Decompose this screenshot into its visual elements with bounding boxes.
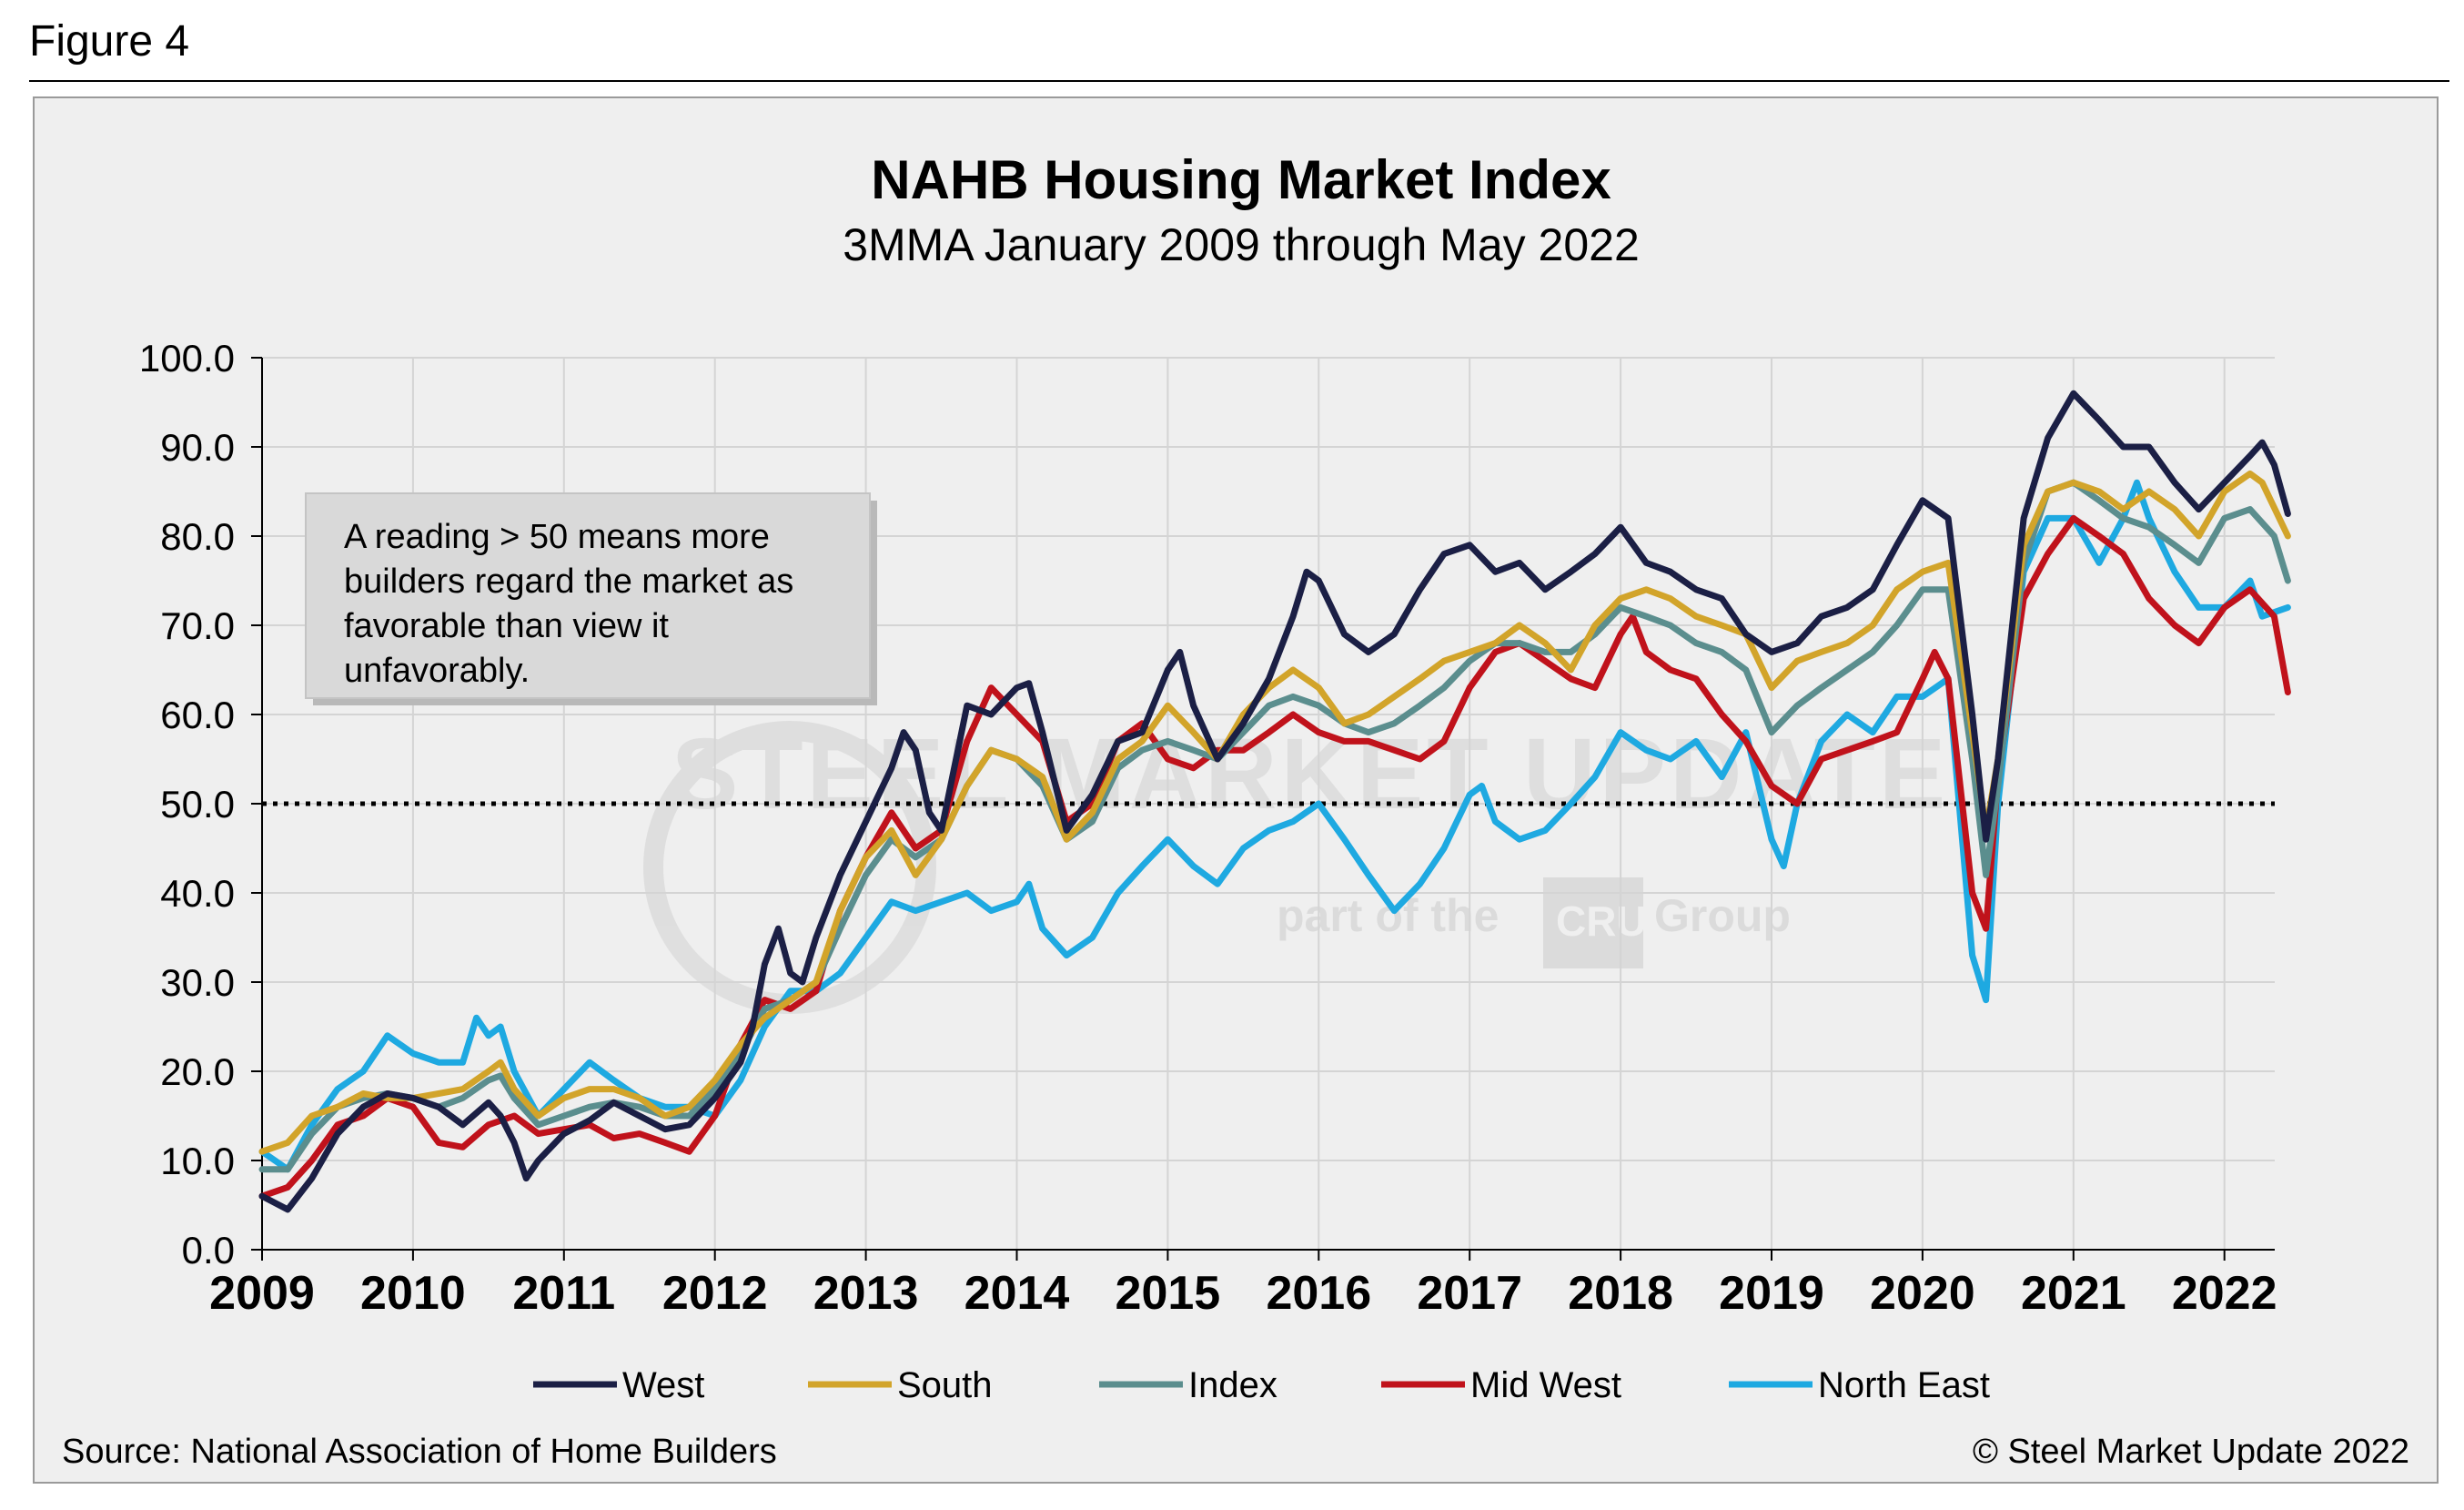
x-tick-label: 2012 xyxy=(662,1267,768,1320)
chart-panel: STEEL MARKET UPDATE part of the CRU Grou… xyxy=(33,96,2439,1484)
legend-label-west: West xyxy=(622,1365,704,1405)
x-tick-label: 2015 xyxy=(1116,1267,1221,1320)
x-tick-label: 2011 xyxy=(512,1267,615,1320)
chart-title: NAHB Housing Market Index xyxy=(871,149,1611,210)
x-tick-label: 2020 xyxy=(1870,1267,1975,1320)
x-tick-label: 2009 xyxy=(209,1267,315,1320)
annotation-line-1: A reading > 50 means more xyxy=(344,518,770,556)
x-tick-label: 2016 xyxy=(1266,1267,1371,1320)
legend-label-mid-west: Mid West xyxy=(1470,1365,1621,1405)
series-line-north-east xyxy=(258,479,2291,1173)
x-tick-label: 2013 xyxy=(813,1267,919,1320)
legend-label-index: Index xyxy=(1188,1365,1277,1405)
series-layer xyxy=(258,390,2291,1213)
y-tick-label: 80.0 xyxy=(160,515,235,558)
figure-label: Figure 4 xyxy=(29,17,190,66)
y-tick-label: 0.0 xyxy=(182,1229,235,1272)
y-tick-label: 70.0 xyxy=(160,604,235,647)
y-tick-label: 40.0 xyxy=(160,872,235,915)
y-tick-label: 20.0 xyxy=(160,1050,235,1093)
y-tick-label: 30.0 xyxy=(160,961,235,1004)
annotation-background xyxy=(305,492,871,699)
x-tick-label: 2010 xyxy=(360,1267,466,1320)
x-tick-label: 2018 xyxy=(1568,1267,1673,1320)
x-tick-label: 2022 xyxy=(2172,1267,2277,1320)
y-tick-label: 10.0 xyxy=(160,1140,235,1182)
legend-label-south: South xyxy=(897,1365,993,1405)
annotation-line-2: builders regard the market as xyxy=(344,562,793,601)
x-tick-label: 2017 xyxy=(1417,1267,1522,1320)
top-rule xyxy=(29,80,2449,82)
chart-svg: STEEL MARKET UPDATE part of the CRU Grou… xyxy=(139,149,2291,1405)
x-tick-label: 2014 xyxy=(964,1267,1070,1320)
annotation-line-4: unfavorably. xyxy=(344,652,530,690)
watermark-line4: Group xyxy=(1654,890,1791,941)
watermark-line3: CRU xyxy=(1556,897,1647,945)
annotation-line-3: favorable than view it xyxy=(344,607,669,645)
series-line-west xyxy=(258,390,2291,1213)
axes: 0.0 10.0 20.0 30.0 40.0 50.0 60.0 70.0 80.0 90.0 1… xyxy=(139,337,2277,1320)
annotation-box: A reading > 50 means more builders regar… xyxy=(305,492,877,705)
copyright-note: © Steel Market Update 2022 xyxy=(1972,1433,2409,1471)
x-tick-label: 2021 xyxy=(2021,1267,2126,1320)
series-line-index xyxy=(258,479,2291,1173)
series-line-mid-west xyxy=(258,514,2291,1200)
y-tick-label: 100.0 xyxy=(139,337,235,380)
chart-subtitle: 3MMA January 2009 through May 2022 xyxy=(843,219,1640,270)
legend-label-north-east: North East xyxy=(1818,1365,1990,1405)
legend: West South Index Mid West North East xyxy=(533,1365,1990,1405)
source-note: Source: National Association of Home Bui… xyxy=(62,1433,777,1471)
y-tick-label: 90.0 xyxy=(160,426,235,469)
y-tick-label: 60.0 xyxy=(160,694,235,736)
x-tick-label: 2019 xyxy=(1719,1267,1824,1320)
y-tick-label: 50.0 xyxy=(160,783,235,826)
